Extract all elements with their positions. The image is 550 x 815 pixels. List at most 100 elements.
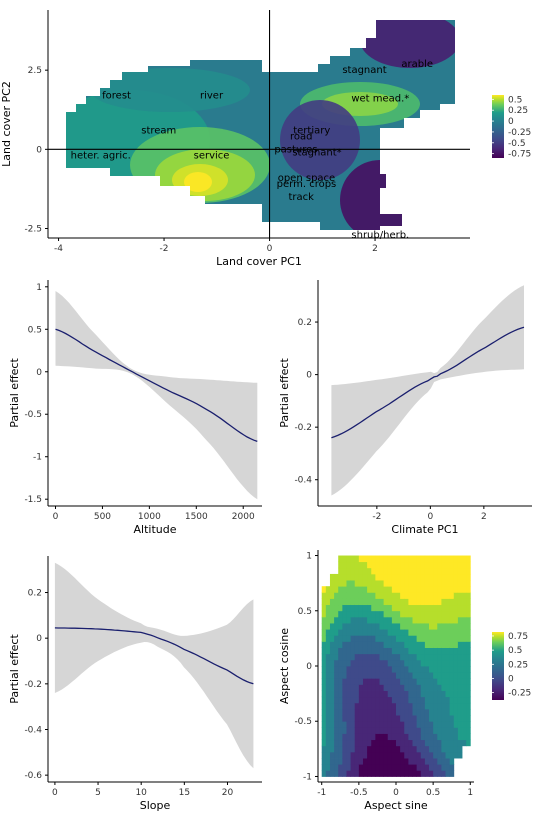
heatmap-cell	[325, 751, 331, 759]
heatmap-cell	[358, 745, 364, 753]
heatmap-cell	[453, 684, 459, 691]
heatmap-cell	[412, 678, 418, 685]
heatmap-cell	[354, 672, 360, 679]
heatmap-cell	[383, 653, 389, 661]
heatmap-cell	[375, 672, 380, 679]
heatmap-cell	[416, 666, 422, 673]
heatmap-cell	[457, 653, 463, 661]
heatmap-cell	[396, 751, 401, 759]
heatmap-cell	[354, 653, 360, 661]
heatmap-cell	[371, 678, 376, 685]
heatmap-cell	[424, 696, 430, 704]
x-tick-label: 0	[52, 788, 58, 798]
heatmap-cell	[462, 684, 467, 691]
heatmap-cell	[387, 684, 393, 691]
heatmap-cell	[367, 653, 372, 661]
heatmap-cell	[462, 647, 467, 655]
heatmap-cell	[342, 733, 347, 741]
heatmap-cell	[412, 604, 418, 612]
heatmap-cell	[342, 684, 347, 691]
heatmap-cell	[420, 764, 426, 771]
x-tick-label: 20	[222, 788, 234, 798]
heatmap-cell	[466, 708, 471, 716]
x-axis-title: Aspect sine	[364, 799, 428, 812]
heatmap-cell	[383, 727, 389, 734]
x-axis-title: Altitude	[134, 523, 177, 536]
heatmap-cell	[354, 623, 360, 630]
heatmap-cell	[391, 702, 397, 710]
heatmap-cell	[362, 641, 368, 648]
heatmap-cell	[362, 721, 368, 728]
heatmap-cell	[453, 659, 459, 667]
heatmap-cell	[445, 623, 451, 630]
heatmap-cell	[391, 733, 397, 741]
heatmap-cell	[445, 751, 451, 759]
heatmap-cell	[329, 623, 335, 630]
heatmap-cell	[346, 561, 352, 569]
heatmap-cell	[441, 721, 446, 728]
heatmap-cell	[433, 715, 438, 722]
heatmap-cell	[453, 604, 459, 612]
heatmap-cell	[429, 555, 434, 563]
heatmap-cell	[338, 745, 343, 753]
heatmap-cell	[371, 672, 376, 679]
heatmap-cell	[350, 604, 356, 612]
heatmap-cell	[453, 635, 459, 642]
legend-tick-label: 0	[508, 674, 514, 684]
y-axis-title: Partial effect	[278, 358, 291, 428]
heatmap-cell	[412, 647, 418, 655]
heatmap-cell	[362, 684, 368, 691]
heatmap-cell	[445, 580, 451, 587]
heatmap-cell	[433, 623, 438, 630]
heatmap-cell	[437, 696, 442, 704]
heatmap-cell	[383, 623, 389, 630]
heatmap-cell	[445, 702, 451, 710]
heatmap-cell	[445, 715, 451, 722]
heatmap-cell	[416, 751, 422, 759]
heatmap-cell	[400, 770, 405, 777]
heatmap-cell	[371, 745, 376, 753]
heatmap-cell	[429, 715, 434, 722]
heatmap-cell	[329, 764, 335, 771]
heatmap-cell	[445, 678, 451, 685]
heatmap-cell	[371, 770, 376, 777]
heatmap-cell	[375, 641, 380, 648]
heatmap-cell	[462, 715, 467, 722]
heatmap-cell	[412, 727, 418, 734]
heatmap-cell	[424, 629, 430, 636]
heatmap-cell	[362, 573, 368, 581]
heatmap-cell	[375, 745, 380, 753]
heatmap-cell	[462, 653, 467, 661]
category-label: wet mead.*	[351, 94, 409, 105]
heatmap-cell	[358, 708, 364, 716]
heatmap-cell	[321, 647, 327, 655]
heatmap-cell	[350, 592, 356, 599]
heatmap-cell	[354, 684, 360, 691]
heatmap-cell	[321, 770, 327, 777]
heatmap-cell	[416, 641, 422, 648]
heatmap-cell	[408, 604, 413, 612]
heatmap-cell	[416, 555, 422, 563]
heatmap-cell	[433, 764, 438, 771]
heatmap-cell	[346, 770, 352, 777]
heatmap-cell	[449, 721, 455, 728]
heatmap-cell	[342, 690, 347, 698]
heatmap-cell	[362, 727, 368, 734]
heatmap-cell	[416, 715, 422, 722]
heatmap-cell	[437, 727, 442, 734]
x-tick-label: 0.5	[426, 788, 440, 798]
heatmap-cell	[354, 745, 360, 753]
heatmap-cell	[453, 610, 459, 618]
heatmap-cell	[321, 623, 327, 630]
heatmap-cell	[371, 739, 376, 747]
heatmap-cell	[362, 666, 368, 673]
y-tick-label: -1	[33, 453, 42, 463]
heatmap-cell	[416, 623, 422, 630]
heatmap-cell	[346, 573, 352, 581]
aspect-legend: 0.75 0.5 0.25 0 -0.25	[492, 632, 531, 700]
heatmap-cell	[375, 751, 380, 759]
heatmap-cell	[338, 684, 343, 691]
heatmap-cell	[371, 573, 376, 581]
heatmap-cell	[329, 690, 335, 698]
heatmap-cell	[441, 745, 446, 753]
